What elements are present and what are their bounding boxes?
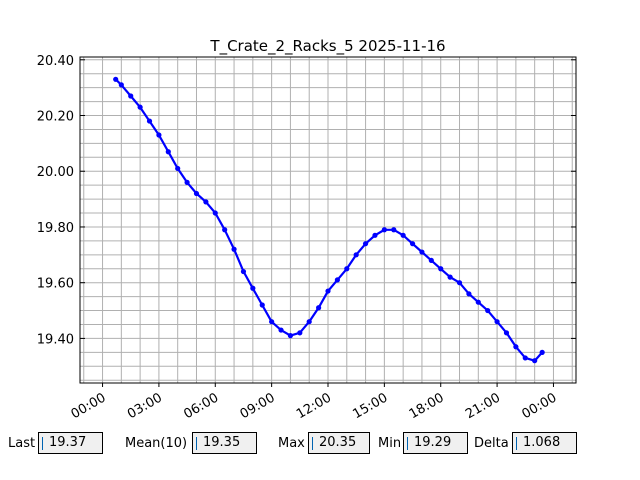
data-point [447,274,453,280]
x-tick-label: 21:00 [463,390,503,422]
data-point [287,333,294,339]
data-point [165,149,171,155]
data-point [278,327,284,333]
data-point [128,93,134,99]
data-point [193,190,200,197]
data-point [297,330,303,336]
data-point [503,330,510,336]
y-axis: 19.40 19.60 19.80 20.00 20.20 20.40 [37,54,576,347]
data-point [118,82,124,88]
max-label: Max [278,436,305,451]
data-point [372,232,378,238]
stats-bar: Last 19.37 Mean(10) 19.35 Max 20.35 Min … [0,431,640,457]
data-point [539,349,545,355]
x-tick-label: 06:00 [181,390,221,422]
data-point [400,232,406,238]
max-value-field[interactable]: 20.35 [308,432,370,454]
data-point [113,76,119,82]
x-tick-label: 12:00 [294,390,334,422]
y-tick-label: 19.80 [37,221,74,236]
data-point [475,299,481,305]
x-tick-label: 00:00 [69,390,109,422]
delta-value-field[interactable]: 1.068 [512,432,577,454]
data-point [409,241,416,247]
data-point [156,132,162,138]
data-point [485,307,491,314]
data-point [428,257,434,264]
data-point [146,118,153,124]
data-point [137,104,143,110]
x-tick-label: 00:00 [520,390,560,422]
last-value-field[interactable]: 19.37 [38,432,103,454]
y-tick-label: 19.60 [37,277,74,292]
data-point [362,241,369,247]
data-point [316,305,322,311]
x-tick-label: 03:00 [125,390,165,422]
y-tick-label: 20.40 [37,54,74,69]
x-tick-label: 18:00 [407,390,447,422]
grid-lines [80,57,576,383]
data-point [532,358,538,364]
x-tick-label: 15:00 [350,390,390,422]
mean-value-field[interactable]: 19.35 [192,432,257,454]
data-point [494,319,500,325]
min-value-field[interactable]: 19.29 [403,432,468,454]
data-point [391,227,397,233]
data-point [522,355,528,361]
x-axis: 00:00 03:00 06:00 09:00 12:00 15:00 18:00 21:00… [69,383,560,422]
data-point [212,210,218,216]
x-tick-label: 09:00 [238,390,278,422]
data-point [175,165,181,172]
y-tick-label: 20.20 [37,110,74,125]
data-point [306,319,312,325]
data-point [419,249,425,255]
temperature-chart: 19.40 19.60 19.80 20.00 20.20 20.40 00:00 03:0… [37,37,577,422]
data-point [269,319,275,325]
y-tick-label: 20.00 [37,165,74,180]
data-point [353,252,359,258]
data-point [513,344,519,350]
data-point [381,227,387,233]
data-point [231,246,237,252]
series-markers [113,76,545,364]
data-point [203,199,209,205]
data-point [222,227,228,233]
data-point [466,291,472,297]
data-point [250,285,256,291]
chart-title: T_Crate_2_Racks_5 2025-11-16 [209,37,445,56]
data-point [325,288,331,294]
min-label: Min [378,436,402,451]
y-tick-label: 19.40 [37,332,74,347]
last-label: Last [8,436,36,451]
data-point [259,302,265,308]
data-point [334,277,340,283]
data-point [344,266,350,272]
data-point [240,268,247,275]
delta-label: Delta [474,436,509,451]
data-point [456,280,463,286]
mean-label: Mean(10) [125,436,188,451]
data-point [438,266,444,272]
data-point [184,179,190,185]
